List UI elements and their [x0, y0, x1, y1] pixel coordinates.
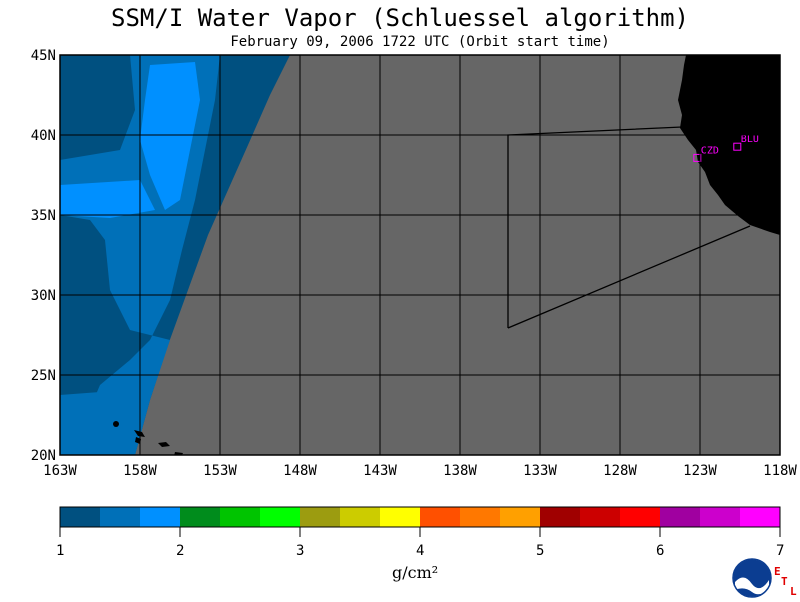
longitude-label: 158W: [123, 463, 157, 479]
map-subtitle: February 09, 2006 1722 UTC (Orbit start …: [230, 34, 610, 50]
colorbar-swatch: [540, 507, 581, 527]
lat-lon-grid: [60, 55, 780, 455]
colorbar-swatch: [100, 507, 141, 527]
colorbar-swatch: [260, 507, 301, 527]
water-vapor-band-high: [140, 62, 200, 210]
colorbar: [59, 506, 781, 537]
colorbar-swatch: [300, 507, 341, 527]
colorbar-swatch: [660, 507, 701, 527]
land-north-america: [678, 55, 780, 235]
water-vapor-band-south: [60, 392, 110, 455]
latitude-label: 30N: [31, 288, 56, 304]
station-marker: [693, 153, 702, 162]
station-marker: [733, 142, 742, 151]
longitude-label: 118W: [763, 463, 797, 479]
etl-letter-e: E: [774, 565, 781, 578]
latitude-label: 20N: [31, 448, 56, 464]
colorbar-swatch: [740, 507, 781, 527]
colorbar-swatch: [580, 507, 621, 527]
longitude-label: 123W: [683, 463, 717, 479]
noaa-logo: [732, 558, 772, 598]
map-frame: [59, 54, 781, 456]
longitude-label: 143W: [363, 463, 397, 479]
colorbar-swatch: [420, 507, 461, 527]
latitude-label: 25N: [31, 368, 56, 384]
longitude-label: 133W: [523, 463, 557, 479]
colorbar-swatch: [700, 507, 741, 527]
colorbar-tick-label: 2: [176, 543, 185, 559]
colorbar-swatch: [460, 507, 501, 527]
colorbar-tick-label: 1: [56, 543, 65, 559]
longitude-label: 128W: [603, 463, 637, 479]
colorbar-tick-label: 4: [416, 543, 425, 559]
colorbar-swatch: [380, 507, 421, 527]
latitude-label: 45N: [31, 48, 56, 64]
latitude-label: 35N: [31, 208, 56, 224]
longitude-labels: 163W 158W 153W 148W 143W 138W 133W 128W 123W 118W: [43, 463, 797, 479]
colorbar-tick-label: 7: [776, 543, 785, 559]
longitude-label: 138W: [443, 463, 477, 479]
colorbar-unit-label: g/cm²: [392, 563, 439, 582]
colorbar-swatch: [340, 507, 381, 527]
map-title: SSM/I Water Vapor (Schluessel algorithm): [111, 4, 689, 32]
latitude-label: 40N: [31, 128, 56, 144]
colorbar-swatch: [500, 507, 541, 527]
colorbar-swatch: [220, 507, 261, 527]
etl-letter-l: L: [790, 585, 797, 598]
colorbar-tick-label: 6: [656, 543, 665, 559]
etl-letter-t: T: [781, 575, 788, 588]
station-label: CZD: [701, 145, 719, 156]
longitude-label: 153W: [203, 463, 237, 479]
colorbar-tick-label: 5: [536, 543, 545, 559]
longitude-label: 148W: [283, 463, 317, 479]
station-markers: CZD BLU: [693, 134, 759, 162]
map-area: CZD BLU: [60, 55, 780, 455]
colorbar-tick-label: 3: [296, 543, 305, 559]
colorbar-swatch: [620, 507, 661, 527]
water-vapor-band-high-2: [60, 180, 155, 218]
colorbar-swatch: [60, 507, 101, 527]
colorbar-swatch: [140, 507, 181, 527]
longitude-label: 163W: [43, 463, 77, 479]
station-label: BLU: [741, 134, 759, 145]
latitude-labels: 45N 40N 35N 30N 25N 20N: [31, 48, 56, 464]
colorbar-swatch: [180, 507, 221, 527]
